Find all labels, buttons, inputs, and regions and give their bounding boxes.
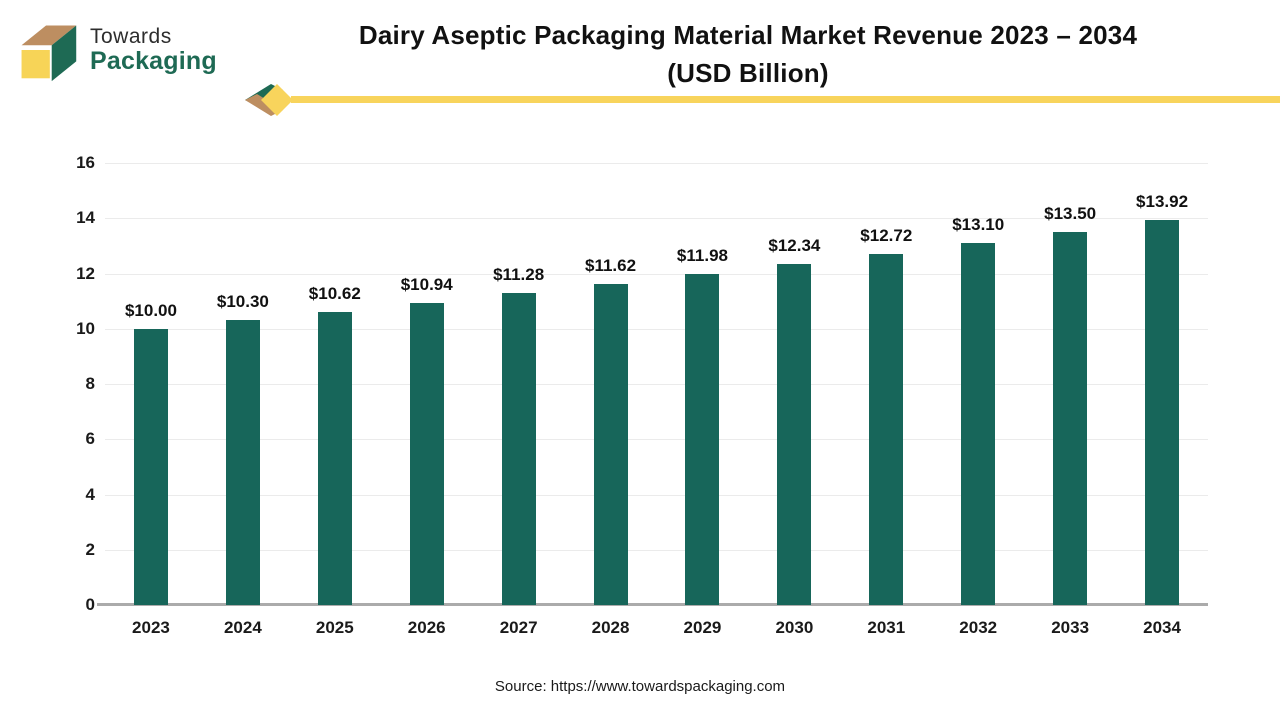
diamond-ornament-icon — [245, 84, 293, 116]
gridline — [105, 273, 1208, 275]
y-axis-tick-label: 0 — [85, 595, 95, 614]
x-axis-tick-label: 2024 — [223, 618, 262, 637]
box-logo-icon — [21, 25, 77, 82]
brand-logo-text: Towards Packaging — [90, 24, 217, 75]
y-axis-tick-label: 14 — [76, 208, 95, 228]
plot-area: 0 2 4 6 8 10 12 14 16 $10.00 2023 $10.30 2024 $10.62 2… — [76, 153, 1208, 637]
bar — [501, 293, 536, 605]
bar-value-label: $13.92 — [1136, 192, 1189, 212]
bar-value-label: $10.62 — [308, 283, 361, 303]
gridline — [105, 494, 1208, 496]
bar — [593, 284, 628, 605]
y-axis-tick-label: 12 — [76, 263, 95, 283]
brand-name-bottom: Packaging — [90, 46, 217, 75]
bar — [317, 311, 352, 605]
bar-value-label: $11.62 — [585, 256, 637, 275]
bar-value-label: $13.10 — [952, 215, 1005, 235]
bar — [1053, 232, 1088, 605]
x-axis-tick-label: 2034 — [1143, 618, 1181, 637]
bar — [133, 328, 168, 605]
gridline — [105, 384, 1208, 385]
chart-title-line1: Dairy Aseptic Packaging Material Market … — [358, 20, 1138, 50]
bar-value-label: $11.98 — [676, 246, 728, 266]
bar — [409, 302, 444, 605]
bar — [777, 264, 812, 605]
bar-value-label: $12.34 — [768, 236, 821, 256]
y-axis-tick-label: 2 — [85, 539, 95, 559]
gridline — [105, 439, 1208, 441]
y-axis-tick-label: 10 — [76, 318, 95, 338]
chart-title-line2: (USD Billion) — [667, 58, 829, 88]
bar-value-label: $10.30 — [216, 292, 269, 312]
gridline — [105, 549, 1208, 551]
bar — [1145, 220, 1180, 605]
brand-name-top: Towards — [90, 24, 172, 48]
x-axis-tick-label: 2026 — [407, 618, 446, 637]
x-axis-tick-label: 2023 — [132, 618, 170, 637]
x-axis-tick-label: 2025 — [315, 618, 354, 637]
x-axis-tick-label: 2027 — [499, 618, 538, 637]
source-text: Source: https://www.towardspackaging.com — [494, 678, 786, 695]
gridline — [105, 328, 1208, 330]
x-axis-tick-label: 2032 — [959, 618, 998, 637]
bar — [869, 253, 904, 605]
bar-value-label: $10.94 — [400, 274, 453, 294]
x-axis-tick-label: 2030 — [775, 618, 814, 637]
gridline — [105, 218, 1208, 220]
bar-value-label: $10.00 — [124, 300, 177, 320]
chart-title: Dairy Aseptic Packaging Material Market … — [216, 16, 1280, 92]
y-axis-tick-label: 6 — [85, 429, 95, 449]
bar — [685, 274, 720, 605]
y-axis-tick-label: 16 — [76, 153, 95, 172]
bar — [225, 320, 260, 605]
gridline — [105, 163, 1208, 164]
brand-logo: Towards Packaging — [14, 8, 244, 92]
x-axis-tick-label: 2029 — [683, 618, 722, 637]
title-underline-bar — [291, 96, 1280, 103]
bar-value-label: $12.72 — [860, 225, 913, 245]
title-underline — [243, 80, 1280, 120]
bar — [961, 243, 996, 605]
x-axis-tick-label: 2033 — [1051, 618, 1090, 637]
bar-value-label: $11.28 — [493, 265, 545, 285]
y-axis-tick-label: 4 — [85, 484, 95, 504]
x-axis-tick-label: 2028 — [591, 618, 630, 637]
x-axis-tick-label: 2031 — [867, 618, 906, 637]
x-axis-line — [97, 603, 1208, 606]
y-axis-tick-label: 8 — [85, 374, 95, 393]
bar-value-label: $13.50 — [1044, 204, 1097, 224]
